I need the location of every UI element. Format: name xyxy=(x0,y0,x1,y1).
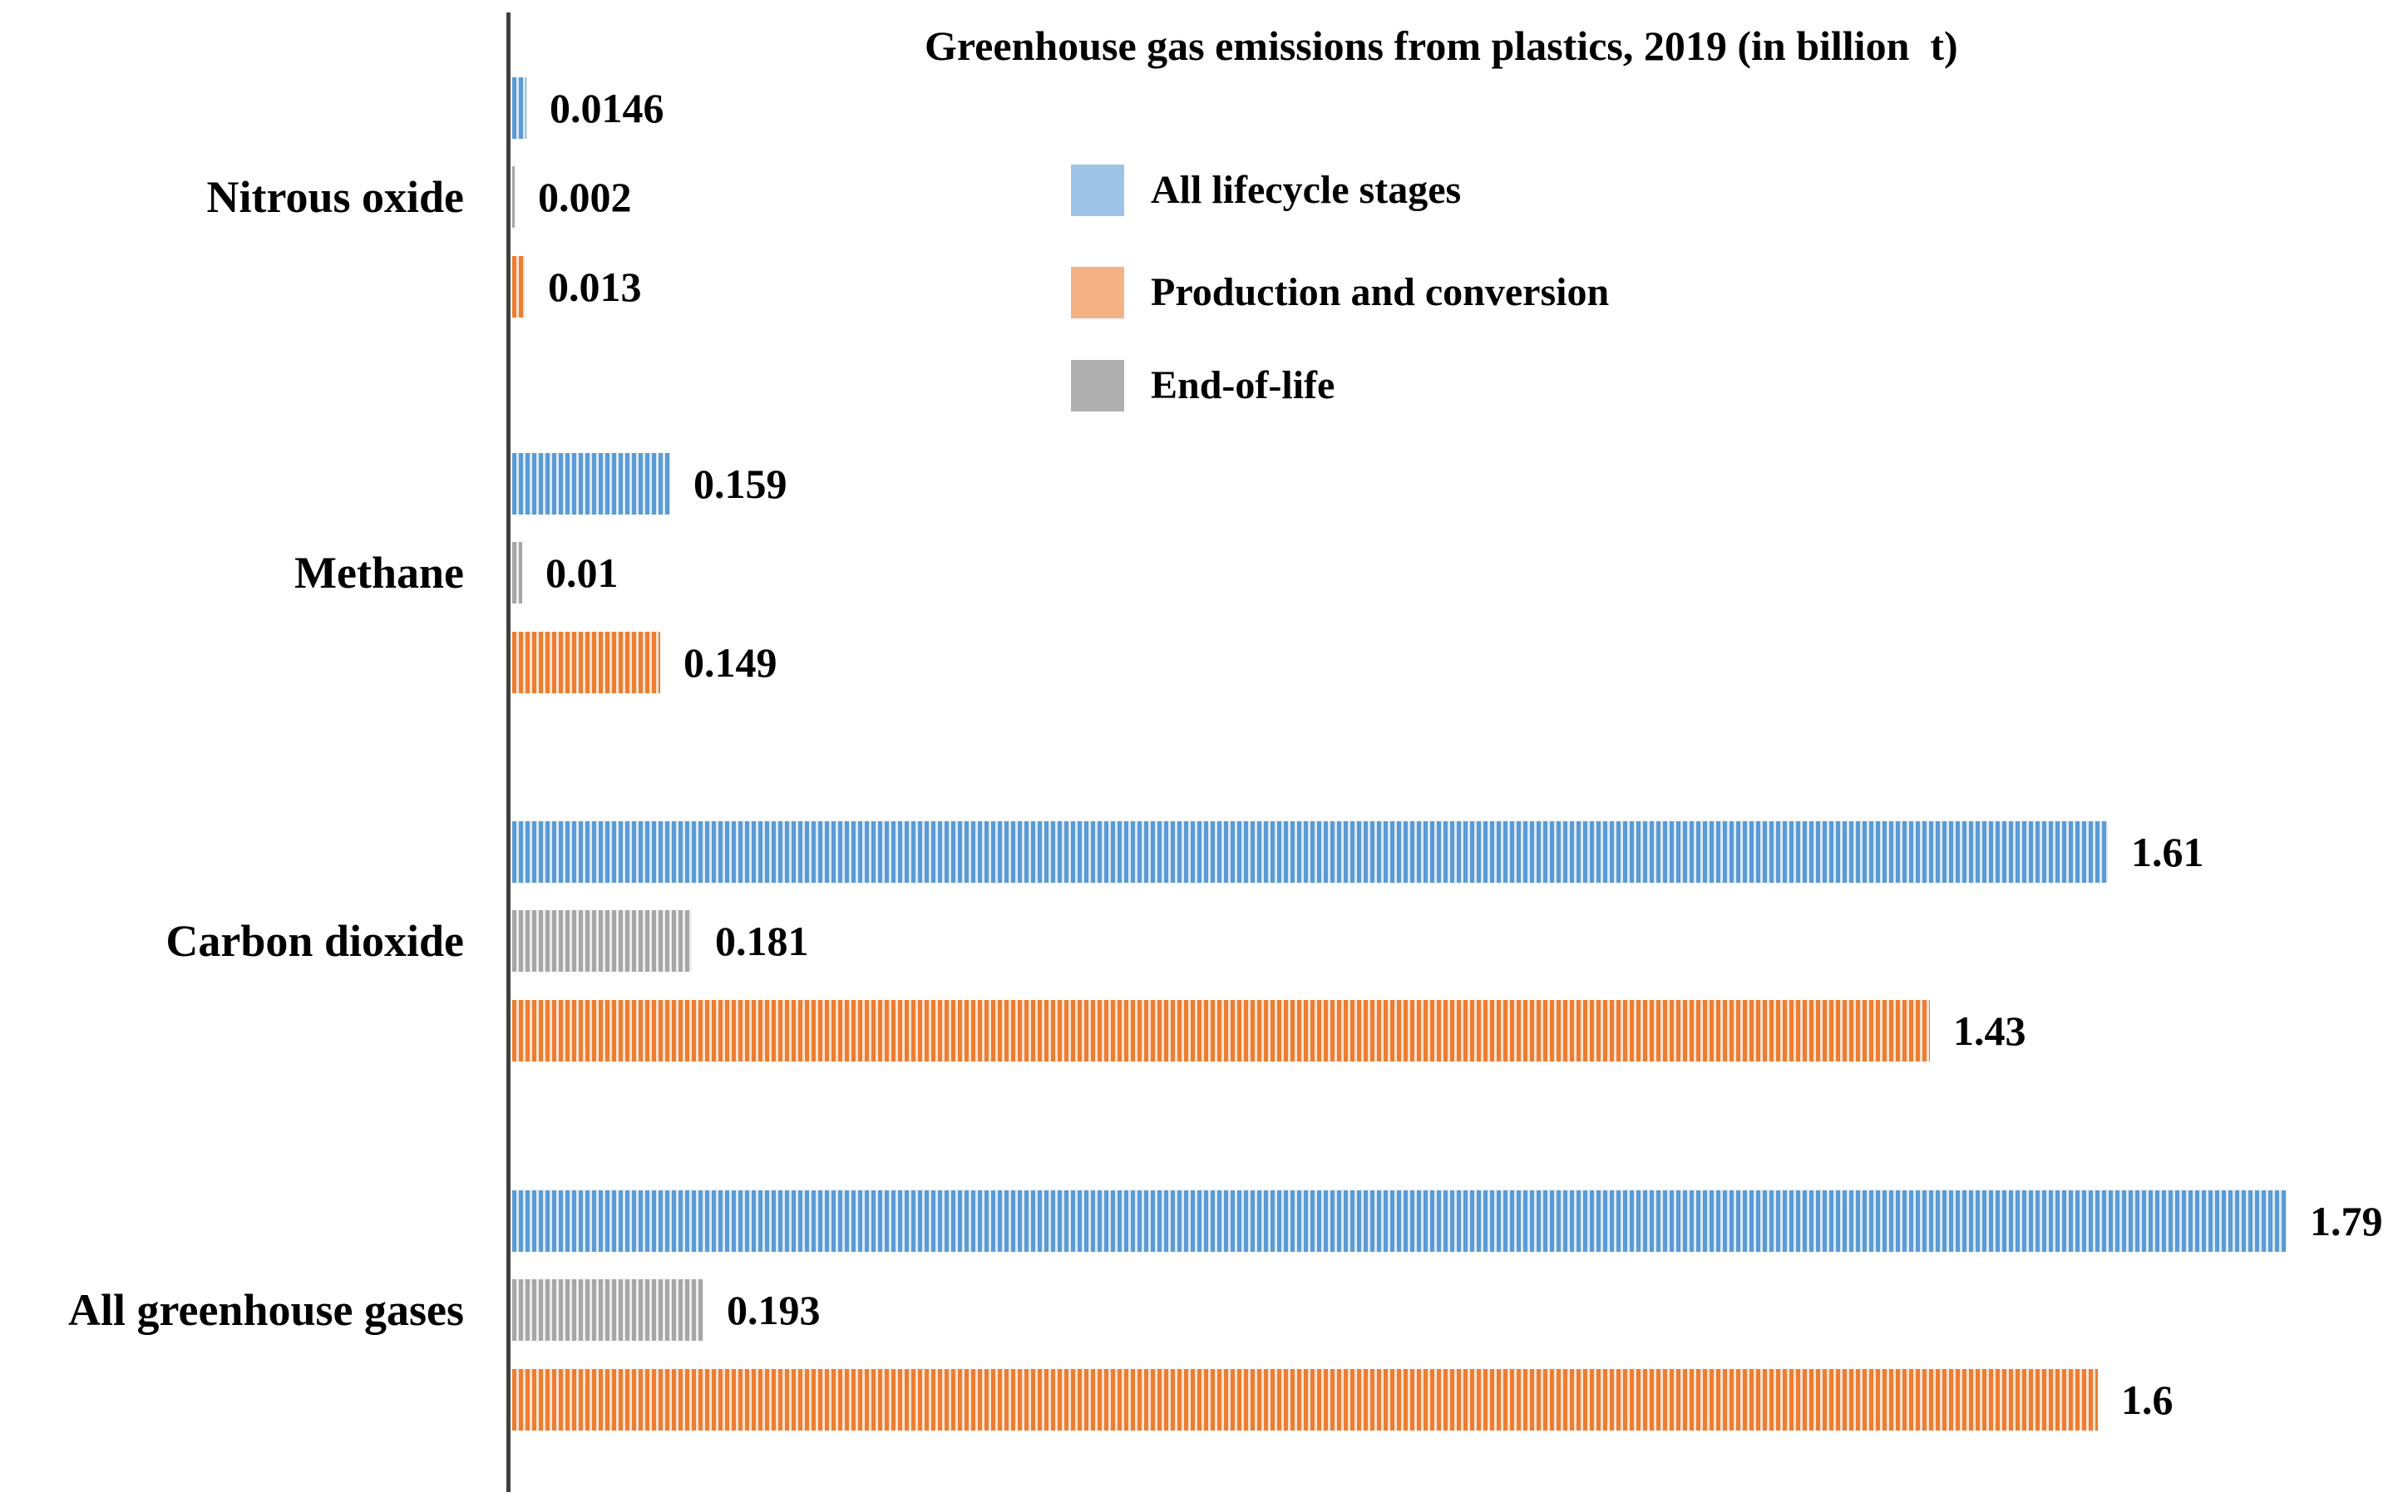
bar-all-lifecycle-stages xyxy=(512,821,2108,883)
bar-all-lifecycle-stages xyxy=(512,453,670,515)
value-label: 1.6 xyxy=(2121,1377,2174,1423)
legend-swatch-orange xyxy=(1071,267,1124,318)
bar-production-and-conversion xyxy=(512,256,525,318)
legend-swatch-blue xyxy=(1071,165,1124,216)
legend-swatch-gray xyxy=(1071,360,1124,411)
legend-item-all-lifecycle-stages: All lifecycle stages xyxy=(1071,165,1461,216)
bar-end-of-life xyxy=(512,166,515,228)
legend-item-end-of-life: End-of-life xyxy=(1071,360,1335,411)
legend-item-production-and-conversion: Production and conversion xyxy=(1071,267,1609,318)
bar-end-of-life xyxy=(512,542,522,603)
chart-title: Greenhouse gas emissions from plastics, … xyxy=(925,22,1958,69)
value-label: 0.181 xyxy=(715,918,809,964)
bar-end-of-life xyxy=(512,1279,703,1341)
bar-production-and-conversion xyxy=(512,632,660,693)
y-axis-line xyxy=(506,12,511,1492)
value-label: 0.149 xyxy=(683,639,777,686)
bar-all-lifecycle-stages xyxy=(512,1190,2287,1252)
value-label: 1.43 xyxy=(1953,1007,2026,1054)
category-label: Methane xyxy=(294,548,464,598)
legend-label: End-of-life xyxy=(1151,363,1335,407)
value-label: 0.002 xyxy=(538,174,632,220)
value-label: 1.79 xyxy=(2310,1198,2383,1244)
bar-all-lifecycle-stages xyxy=(512,77,526,139)
category-label: Nitrous oxide xyxy=(206,172,464,222)
value-label: 0.0146 xyxy=(550,85,664,131)
value-label: 0.01 xyxy=(545,549,619,596)
value-label: 0.159 xyxy=(693,460,787,507)
value-label: 1.61 xyxy=(2131,829,2204,875)
legend-label: Production and conversion xyxy=(1151,270,1610,314)
value-label: 0.193 xyxy=(727,1287,821,1333)
bar-end-of-life xyxy=(512,910,692,972)
legend-label: All lifecycle stages xyxy=(1151,168,1462,212)
category-label: Carbon dioxide xyxy=(165,916,464,966)
category-label: All greenhouse gases xyxy=(67,1285,464,1335)
bar-production-and-conversion xyxy=(512,1000,1930,1061)
bar-production-and-conversion xyxy=(512,1369,2098,1431)
value-label: 0.013 xyxy=(548,263,642,310)
